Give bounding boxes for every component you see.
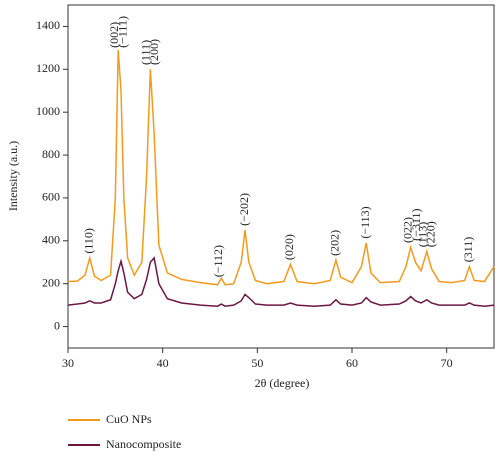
peak-label: (−111) — [116, 16, 130, 48]
peak-label: (022) — [401, 217, 415, 243]
x-tick-label: 30 — [62, 356, 74, 370]
series-line — [67, 256, 495, 307]
peak-label: (202) — [328, 230, 342, 256]
y-tick-label: 800 — [42, 147, 60, 161]
series-line — [67, 49, 495, 286]
peak-label: (002) — [107, 22, 121, 48]
x-tick-label: 70 — [441, 356, 453, 370]
peak-label: (−311) — [409, 208, 423, 240]
plot-frame — [67, 4, 495, 349]
peak-label: (200) — [147, 39, 161, 65]
legend-label: Nanocomposite — [106, 437, 181, 451]
x-tick-label: 40 — [157, 356, 169, 370]
x-axis-label: 2θ (degree) — [255, 376, 310, 390]
x-tick-label: 60 — [346, 356, 358, 370]
y-tick-label: 0 — [54, 318, 60, 332]
x-tick-label: 50 — [251, 356, 263, 370]
y-tick-label: 600 — [42, 190, 60, 204]
peak-label: (−202) — [237, 193, 251, 226]
y-tick-label: 400 — [42, 233, 60, 247]
peak-label: (220) — [423, 221, 437, 247]
peak-label: (113) — [416, 222, 430, 248]
y-axis-label: Intensity (a.u.) — [6, 141, 20, 211]
peak-label: (−112) — [211, 245, 225, 277]
peak-label: (111) — [138, 40, 152, 65]
legend-label: CuO NPs — [106, 412, 152, 426]
y-tick-label: 1400 — [36, 18, 60, 32]
y-tick-label: 200 — [42, 275, 60, 289]
y-tick-label: 1000 — [36, 104, 60, 118]
y-tick-label: 1200 — [36, 61, 60, 75]
peak-label: (020) — [282, 234, 296, 260]
peak-label: (−113) — [358, 206, 372, 238]
peak-label: (311) — [461, 237, 475, 263]
peak-label: (110) — [82, 228, 96, 254]
